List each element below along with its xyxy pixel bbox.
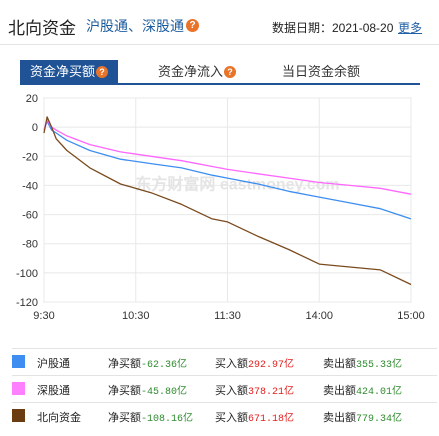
- buy-label: 买入额: [215, 358, 248, 370]
- more-link[interactable]: 更多: [398, 21, 423, 35]
- y-tick-label: -60: [22, 210, 38, 222]
- divider: [12, 348, 437, 349]
- y-tick-label: 0: [32, 122, 38, 134]
- y-tick-label: -20: [22, 151, 38, 163]
- y-tick-label: -80: [22, 239, 38, 251]
- sell-value: 779.34亿: [356, 414, 403, 425]
- sell-label: 卖出额: [323, 385, 356, 397]
- panel-title: 北向资金: [8, 19, 76, 38]
- x-tick-label: 11:30: [214, 310, 241, 322]
- legend-name: 沪股通: [37, 358, 70, 370]
- x-tick-label: 9:30: [33, 310, 54, 322]
- sell-value: 424.01亿: [356, 387, 403, 398]
- buy-value: 292.97亿: [248, 360, 295, 371]
- net-value: -108.16亿: [141, 414, 194, 425]
- help-icon[interactable]: ?: [224, 66, 237, 78]
- divider: [12, 402, 437, 403]
- y-tick-label: -40: [22, 180, 38, 192]
- legend-swatch: [12, 355, 25, 368]
- net-value: -62.36亿: [141, 360, 188, 371]
- buy-label: 买入额: [215, 385, 248, 397]
- sell-label: 卖出额: [323, 412, 356, 424]
- legend-row: 沪股通 净买额-62.36亿 买入额292.97亿 卖出额355.33亿: [12, 352, 432, 372]
- tab-net-inflow-label: 资金净流入: [158, 64, 224, 79]
- x-tick-label: 10:30: [122, 310, 150, 322]
- y-tick-label: 20: [26, 93, 38, 105]
- net-label: 净买额: [108, 385, 141, 397]
- legend-name: 北向资金: [37, 412, 81, 424]
- tab-net-buy-label: 资金净买额: [30, 64, 96, 79]
- buy-value: 378.21亿: [248, 387, 295, 398]
- series-line: [43, 119, 412, 195]
- legend-name: 深股通: [37, 385, 70, 397]
- tab-bar: 资金净买额? 资金净流入? 当日资金余额: [20, 60, 420, 84]
- legend-row: 北向资金 净买额-108.16亿 买入额671.18亿 卖出额779.34亿: [12, 406, 432, 426]
- tab-net-buy[interactable]: 资金净买额?: [20, 60, 119, 83]
- net-label: 净买额: [108, 358, 141, 370]
- tab-day-balance[interactable]: 当日资金余额: [282, 60, 360, 83]
- net-value: -45.80亿: [141, 387, 188, 398]
- watermark: 东方财富网 eastmoney.com: [135, 174, 339, 193]
- legend-row: 深股通 净买额-45.80亿 买入额378.21亿 卖出额424.01亿: [12, 379, 432, 399]
- help-icon[interactable]: ?: [186, 19, 199, 32]
- legend-swatch: [12, 382, 25, 395]
- x-tick-label: 14:00: [305, 310, 333, 322]
- tab-underline: [20, 83, 420, 85]
- divider: [12, 375, 437, 376]
- tab-net-inflow[interactable]: 资金净流入?: [158, 60, 237, 83]
- panel-header: 北向资金 沪股通、深股通 ? 数据日期：2021-08-20 更多: [0, 0, 439, 45]
- buy-label: 买入额: [215, 412, 248, 424]
- help-icon[interactable]: ?: [96, 66, 109, 78]
- x-tick-label: 15:00: [397, 310, 425, 322]
- panel-subtitle: 沪股通、深股通: [86, 18, 184, 34]
- sell-label: 卖出额: [323, 358, 356, 370]
- series-line: [43, 116, 412, 286]
- sell-value: 355.33亿: [356, 360, 403, 371]
- tab-day-balance-label: 当日资金余额: [282, 64, 361, 79]
- net-label: 净买额: [108, 412, 141, 424]
- buy-value: 671.18亿: [248, 414, 295, 425]
- y-tick-label: -120: [16, 297, 38, 309]
- legend-swatch: [12, 409, 25, 422]
- data-date: 数据日期：2021-08-20: [272, 21, 394, 35]
- series-line: [43, 120, 412, 220]
- y-tick-label: -100: [16, 268, 38, 280]
